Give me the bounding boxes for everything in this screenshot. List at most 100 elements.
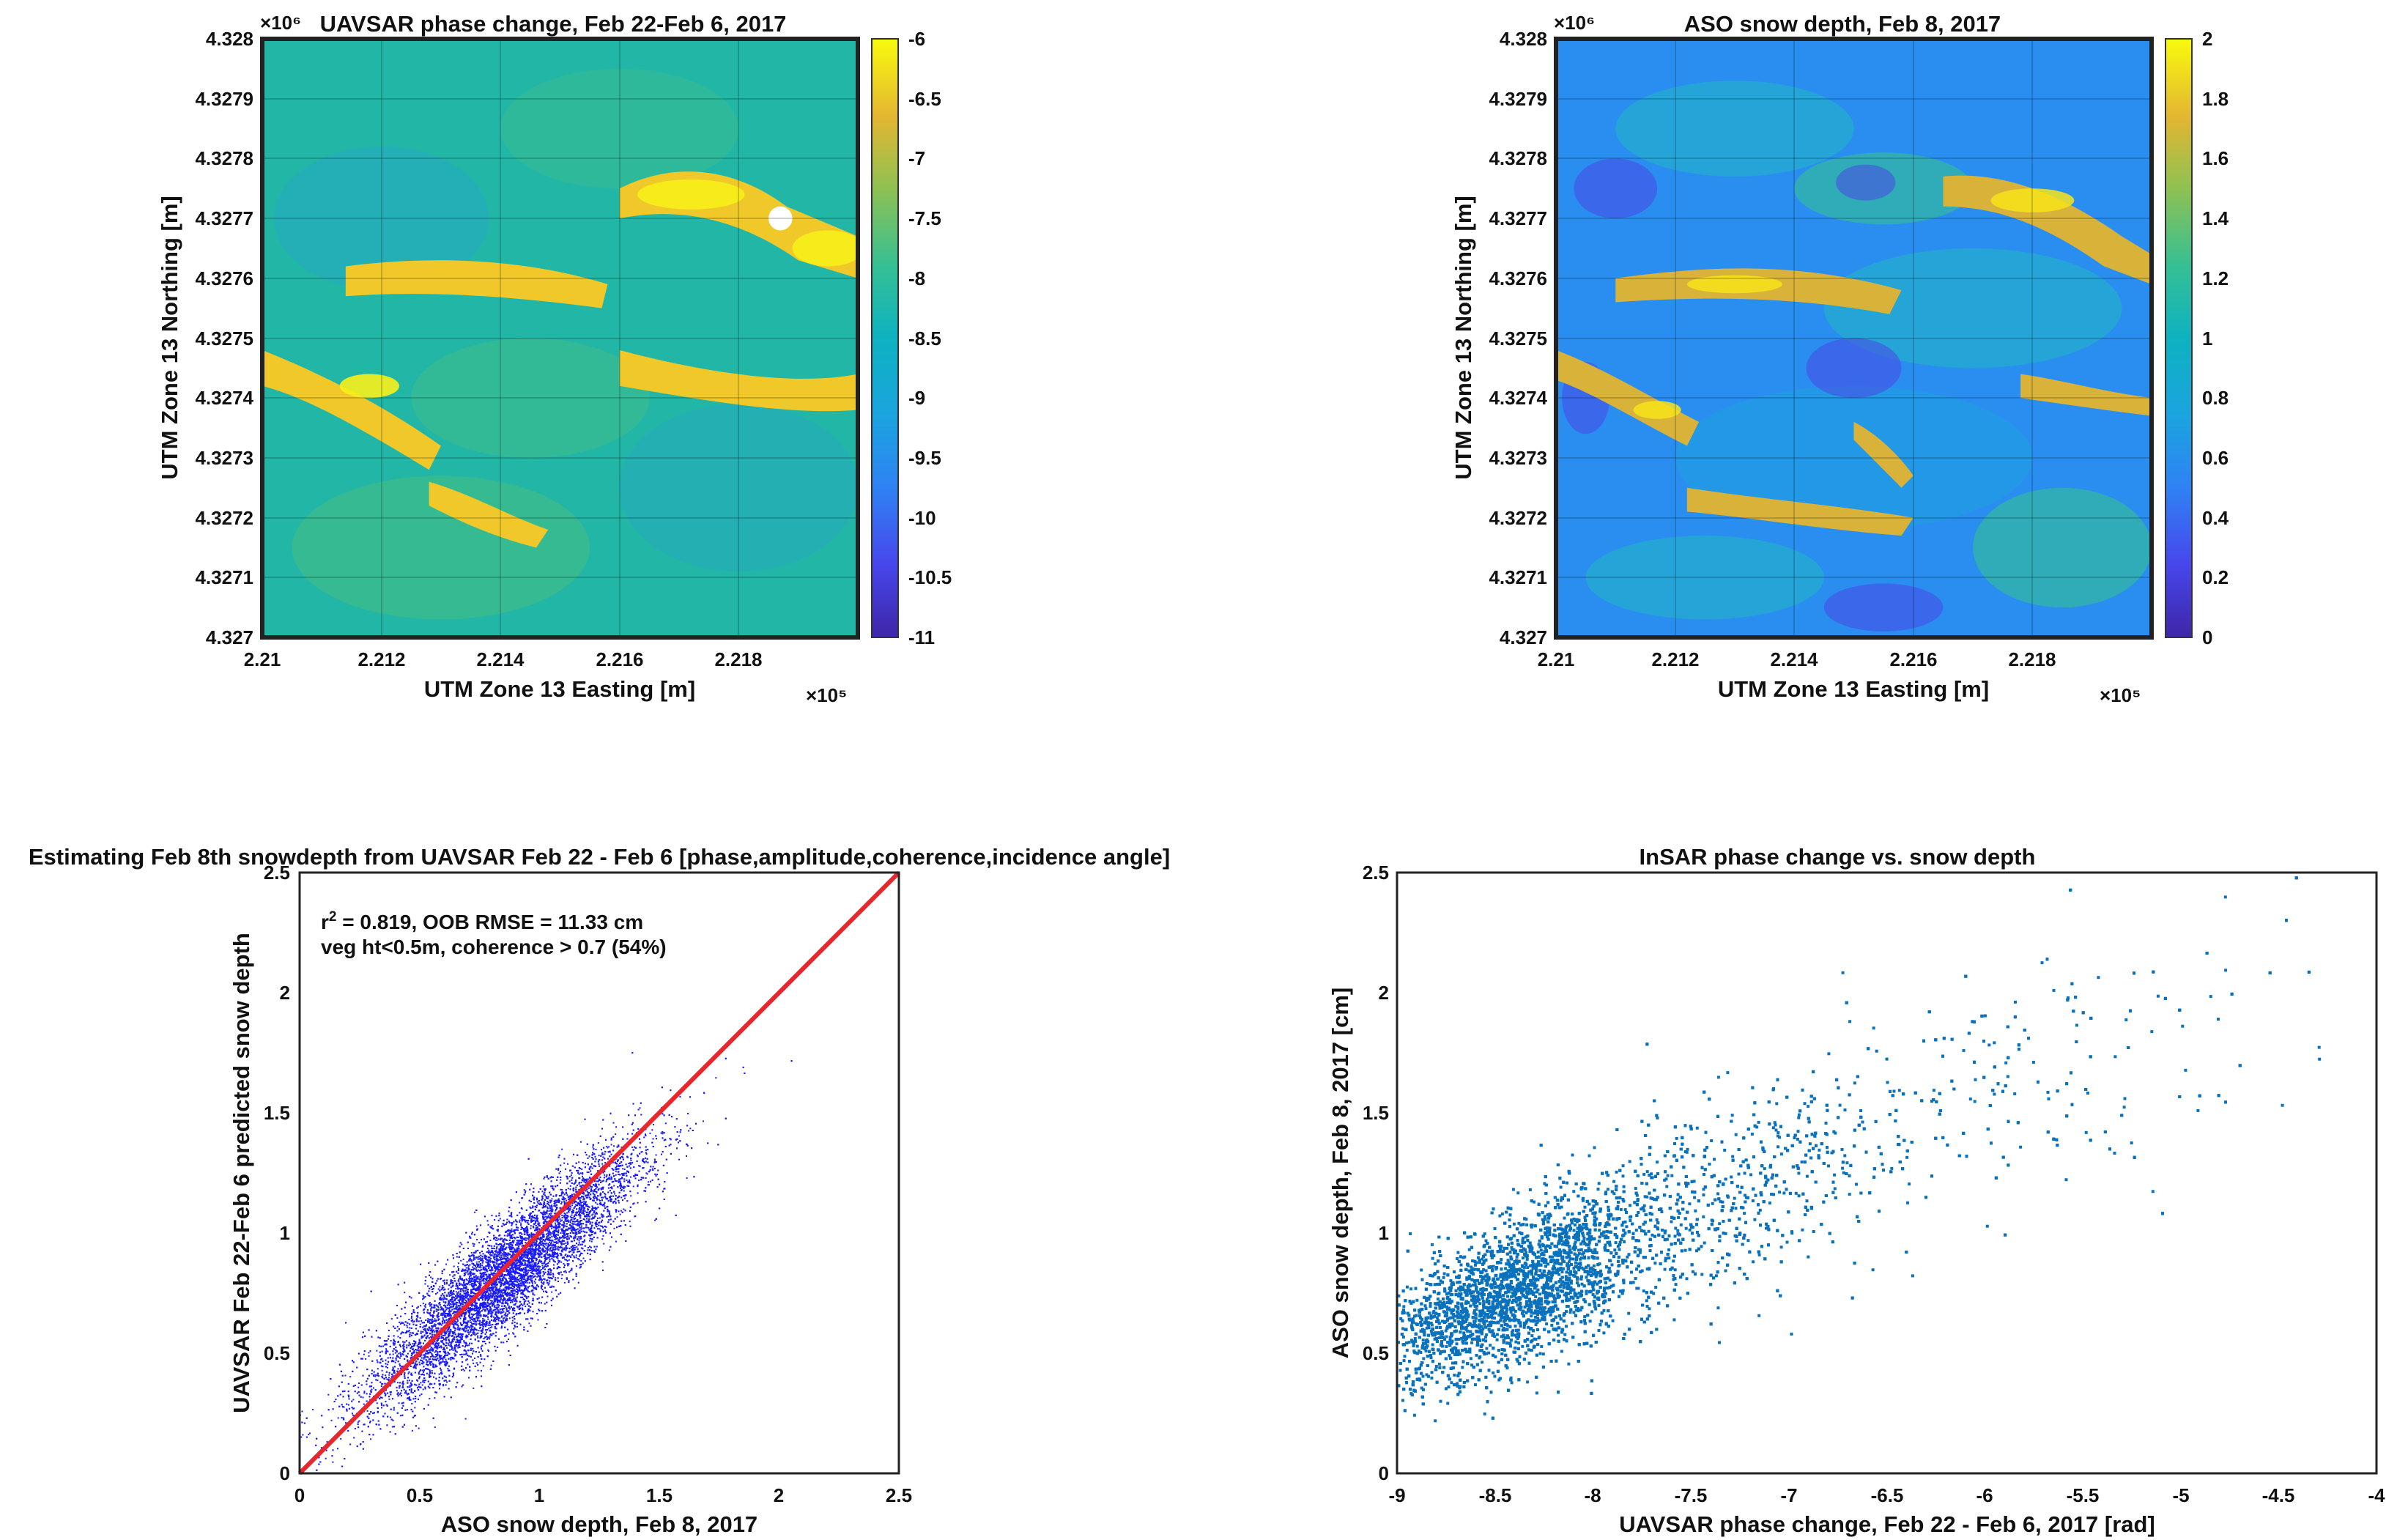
scatter-point [481,1280,484,1281]
scatter-point [602,1234,604,1237]
scatter-point [538,1254,541,1256]
scatter-point [651,1129,653,1131]
scatter-point [500,1237,502,1240]
scatter-point [478,1316,480,1318]
scatter-point [391,1369,393,1371]
scatter-point [429,1328,431,1330]
scatter-point [566,1237,568,1240]
scatter-point [452,1302,454,1304]
scatter-point [465,1267,467,1269]
scatter-point [497,1311,500,1313]
scatter-point [500,1312,502,1314]
scatter-point [477,1256,479,1258]
scatter-point [498,1299,500,1301]
scatter-point [449,1274,451,1276]
scatter-point [544,1238,547,1240]
scatter-point [519,1219,521,1221]
scatter-point [388,1398,390,1400]
scatter-point [484,1266,486,1268]
scatter-point [639,1107,641,1109]
scatter-point [620,1196,623,1199]
scatter-point [486,1248,489,1249]
scatter-point [429,1320,431,1322]
y-tick-label: 4.327 [206,626,253,648]
scatter-point [488,1295,490,1297]
scatter-point [363,1403,365,1405]
y-tick-label: 4.3271 [1489,566,1547,588]
scatter-point [519,1242,521,1244]
scatter-point [552,1215,554,1217]
scatter-point [516,1221,518,1223]
y-tick-label: 4.327 [1500,626,1547,648]
scatter-point [561,1148,563,1150]
scatter-point [462,1287,464,1289]
scatter-point [522,1278,525,1280]
scatter-point [539,1270,541,1271]
scatter-point [434,1391,437,1393]
scatter-point [608,1146,610,1148]
scatter-point [654,1219,656,1221]
scatter-point [549,1250,551,1252]
scatter-point [505,1306,507,1308]
scatter-point [548,1237,550,1240]
scatter-point [433,1366,435,1369]
chart-title: UAVSAR phase change, Feb 22-Feb 6, 2017 [320,11,787,37]
scatter-point [519,1274,521,1276]
scatter-point [620,1190,622,1192]
scatter-point [392,1353,394,1355]
scatter-point [412,1346,414,1347]
scatter-point [539,1238,541,1240]
scatter-point [517,1226,519,1229]
scatter-point [464,1272,467,1274]
scatter-point [497,1303,499,1306]
scatter-point [525,1239,527,1241]
scatter-point [551,1254,553,1256]
scatter-point [510,1247,512,1249]
y-axis-label: UTM Zone 13 Northing [m] [157,196,182,479]
scatter-point [491,1300,493,1302]
scatter-point [475,1225,478,1227]
scatter-point [357,1386,360,1388]
colorbar-tick-label: 1 [2202,327,2212,349]
scatter-point [566,1199,568,1202]
scatter-point [557,1273,559,1274]
scatter-point [486,1297,488,1300]
scatter-point [388,1330,390,1331]
scatter-point [382,1345,385,1347]
scatter-point [494,1253,497,1255]
scatter-point [612,1122,615,1124]
scatter-point [516,1229,519,1232]
scatter-point [543,1236,545,1238]
scatter-point [434,1356,437,1358]
scatter-point [456,1321,458,1323]
scatter-point [469,1327,470,1329]
scatter-point [519,1235,522,1237]
scatter-point [454,1344,456,1347]
scatter-point [369,1390,371,1392]
scatter-point [459,1307,461,1308]
scatter-point [531,1247,533,1249]
scatter-point [581,1168,583,1170]
scatter-point [508,1230,510,1232]
scatter-point [443,1357,445,1359]
scatter-point [525,1306,527,1308]
scatter-point [484,1319,486,1321]
scatter-point [530,1280,532,1281]
scatter-point [486,1301,489,1303]
scatter-point [528,1285,530,1287]
scatter-point [555,1210,557,1212]
scatter-point [526,1234,528,1236]
scatter-point [352,1399,355,1401]
scatter-point [580,1186,582,1188]
scatter-point [337,1417,339,1419]
colorbar-tick-label: 0.2 [2202,566,2229,588]
scatter-point [563,1281,566,1284]
scatter-point [480,1354,482,1355]
scatter-point [571,1202,574,1204]
scatter-point [538,1247,539,1249]
scatter-point [420,1305,422,1307]
scatter-point [566,1260,568,1262]
scatter-point [554,1239,556,1240]
scatter-point [489,1324,491,1326]
scatter-point [455,1291,457,1293]
